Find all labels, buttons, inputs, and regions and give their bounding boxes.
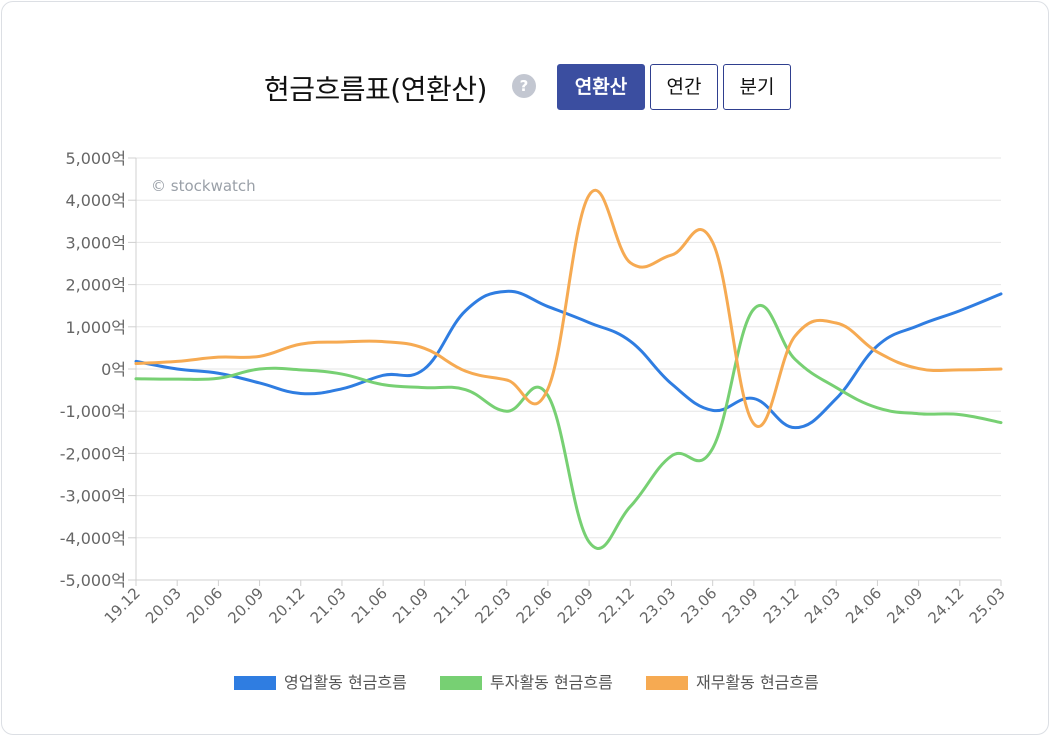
x-tick-label: 24.09 [883, 584, 926, 627]
legend-label-investing: 투자활동 현금흐름 [490, 673, 613, 692]
series-line-financing [134, 189, 1003, 428]
x-tick-label: 20.06 [183, 584, 226, 627]
x-tick-label: 23.12 [760, 584, 803, 627]
x-tick-label: 21.09 [389, 584, 432, 627]
x-tick-label: 23.06 [677, 584, 720, 627]
chart-legend: 영업활동 현금흐름 투자활동 현금흐름 재무활동 현금흐름 [2, 672, 1052, 694]
y-tick-label: -2,000억 [60, 444, 126, 463]
help-icon[interactable]: ? [512, 74, 536, 98]
x-tick-label: 22.09 [554, 584, 597, 627]
y-tick-label: 4,000억 [65, 191, 126, 210]
y-tick-label: 5,000억 [65, 149, 126, 168]
x-tick-label: 21.06 [348, 584, 391, 627]
x-tick-label: 24.03 [801, 584, 844, 627]
y-tick-label: -4,000억 [60, 529, 126, 548]
y-tick-label: 0억 [101, 360, 126, 379]
x-tick-label: 20.12 [265, 584, 308, 627]
y-tick-label: 2,000억 [65, 276, 126, 295]
watermark: © stockwatch [151, 177, 256, 195]
x-tick-label: 23.09 [719, 584, 762, 627]
series-line-operating [134, 289, 1003, 430]
y-tick-label: -3,000억 [60, 487, 126, 506]
y-tick-label: 1,000억 [65, 318, 126, 337]
legend-swatch-investing [440, 676, 482, 690]
x-tick-label: 25.03 [966, 584, 1009, 627]
x-tick-label: 20.09 [224, 584, 267, 627]
x-tick-label: 23.03 [636, 584, 679, 627]
y-tick-label: -1,000억 [60, 402, 126, 421]
x-tick-label: 19.12 [101, 584, 144, 627]
legend-swatch-financing [646, 676, 688, 690]
tab-annualized[interactable]: 연환산 [557, 64, 645, 110]
x-tick-label: 24.12 [925, 584, 968, 627]
legend-label-financing: 재무활동 현금흐름 [696, 673, 819, 692]
x-tick-label: 24.06 [842, 584, 885, 627]
legend-label-operating: 영업활동 현금흐름 [284, 673, 407, 692]
chart-title: 현금흐름표(연환산) [264, 73, 487, 106]
y-tick-label: 3,000억 [65, 233, 126, 252]
series-line-investing [134, 304, 1003, 550]
x-tick-label: 22.12 [595, 584, 638, 627]
legend-swatch-operating [234, 676, 276, 690]
chart-header: 현금흐름표(연환산) ? 연환산 연간 분기 [2, 62, 1052, 114]
x-tick-label: 21.03 [307, 584, 350, 627]
line-chart: 5,000억 4,000억 3,000억 2,000억 1,000억 0억 -1,000억 -… [60, 149, 1009, 627]
x-tick-label: 20.03 [142, 584, 185, 627]
tab-quarterly[interactable]: 분기 [723, 64, 791, 110]
x-tick-label: 21.12 [430, 584, 473, 627]
y-tick-label: -5,000억 [60, 571, 126, 590]
x-tick-label: 22.03 [471, 584, 514, 627]
tab-annual[interactable]: 연간 [650, 64, 718, 110]
x-tick-label: 22.06 [513, 584, 556, 627]
